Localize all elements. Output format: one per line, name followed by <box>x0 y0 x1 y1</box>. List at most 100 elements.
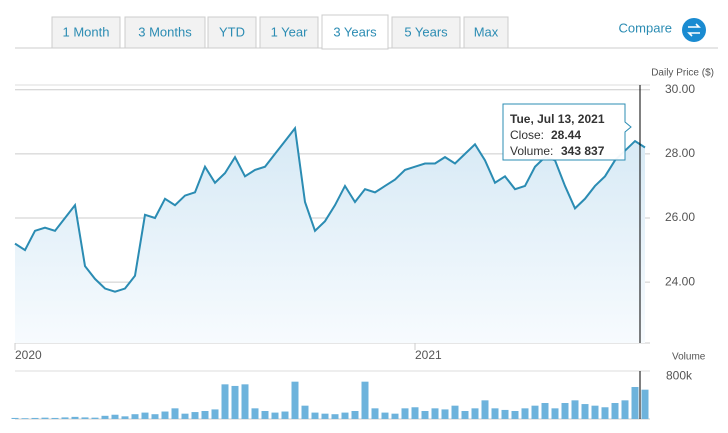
tab[interactable]: 1 Year <box>259 16 319 49</box>
volume-title: Volume <box>672 352 706 363</box>
volume-bar <box>31 417 39 419</box>
volume-bar <box>341 412 349 419</box>
volume-bar <box>91 417 99 419</box>
volume-bar <box>41 417 49 419</box>
volume-bar <box>461 411 469 419</box>
tab-box <box>124 16 206 49</box>
tooltip-volume: 343 837 <box>561 144 605 158</box>
volume-bar <box>141 412 149 419</box>
volume-bar <box>321 413 329 419</box>
tab[interactable]: Max <box>463 16 509 49</box>
volume-bar <box>481 400 489 419</box>
compare-label[interactable]: Compare <box>619 20 672 35</box>
volume-bar <box>631 387 639 419</box>
volume-bar <box>21 418 29 419</box>
volume-bar <box>291 381 299 419</box>
volume-bar <box>561 403 569 419</box>
volume-bar <box>611 403 619 419</box>
tab-label[interactable]: 1 Year <box>271 24 309 39</box>
y-axis-title: Daily Price ($) <box>651 68 714 79</box>
volume-bar <box>241 384 249 419</box>
volume-bar <box>261 411 269 419</box>
volume-bar <box>191 412 199 419</box>
compare-icon[interactable] <box>682 18 706 42</box>
volume-bar <box>441 409 449 419</box>
tooltip: Tue, Jul 13, 2021 Close: 28.44 Volume: 3… <box>502 103 632 161</box>
volume-bar <box>311 412 319 419</box>
tab-label[interactable]: 5 Years <box>404 24 448 39</box>
tooltip-close-label: Close: <box>510 128 544 142</box>
tab[interactable]: 1 Month <box>51 16 121 49</box>
volume-bar <box>581 404 589 419</box>
volume-bar <box>511 411 519 419</box>
volume-bar <box>331 414 339 419</box>
volume-bar <box>501 409 509 419</box>
y-tick-label: 28.00 <box>665 146 695 160</box>
volume-bar <box>421 411 429 419</box>
volume-bar <box>271 412 279 419</box>
volume-bar <box>251 408 259 419</box>
tab-box <box>391 16 461 49</box>
tab-label[interactable]: 3 Years <box>333 24 377 39</box>
volume-bar <box>521 408 529 419</box>
tooltip-box <box>502 103 632 161</box>
volume-bar <box>351 411 359 419</box>
volume-bar <box>531 405 539 419</box>
x-tick-label: 2021 <box>415 348 442 362</box>
y-tick-label: 30.00 <box>665 82 695 96</box>
volume-bar <box>621 400 629 419</box>
volume-bar <box>551 408 559 419</box>
price-area <box>15 128 645 343</box>
tab-box <box>463 16 509 49</box>
volume-bar <box>231 385 239 419</box>
tooltip-date: Tue, Jul 13, 2021 <box>510 112 605 126</box>
tab[interactable]: YTD <box>207 16 257 49</box>
volume-bar <box>201 411 209 419</box>
tab-label[interactable]: YTD <box>219 24 245 39</box>
volume-bar <box>361 381 369 419</box>
compare-arrows <box>687 23 701 37</box>
volume-bar <box>211 409 219 419</box>
volume-bar <box>591 405 599 419</box>
volume-bar <box>601 407 609 419</box>
volume-bar <box>371 408 379 419</box>
volume-bar <box>51 417 59 419</box>
tab-label[interactable]: 1 Month <box>63 24 110 39</box>
volume-bar <box>151 414 159 419</box>
volume-bar <box>71 416 79 419</box>
volume-bar <box>111 414 119 419</box>
tab-box <box>207 16 257 49</box>
volume-bar <box>491 408 499 419</box>
tab-box <box>321 14 389 50</box>
volume-bar <box>451 405 459 419</box>
tab-label[interactable]: Max <box>474 24 499 39</box>
tab-box <box>51 16 121 49</box>
volume-bar <box>81 417 89 419</box>
x-tick-label: 2020 <box>15 348 42 362</box>
volume-bar <box>11 417 19 419</box>
volume-bar <box>431 408 439 419</box>
volume-bar <box>131 414 139 419</box>
tab-box <box>259 16 319 49</box>
tab[interactable]: 3 Months <box>124 16 206 49</box>
volume-bar <box>641 389 649 419</box>
y-tick-label: 26.00 <box>665 210 695 224</box>
tooltip-volume-label: Volume: <box>510 144 553 158</box>
volume-bar <box>161 411 169 419</box>
volume-bar <box>101 415 109 419</box>
tab[interactable]: 5 Years <box>391 16 461 49</box>
volume-tick-label: 800k <box>666 369 693 383</box>
volume-bar <box>181 413 189 419</box>
volume-bar <box>391 413 399 419</box>
tab[interactable]: 3 Years <box>321 14 389 50</box>
volume-bar <box>381 412 389 419</box>
tooltip-close: 28.44 <box>551 128 581 142</box>
volume-bar <box>541 403 549 419</box>
volume-bar <box>571 400 579 419</box>
volume-bar <box>471 408 479 419</box>
volume-bar <box>401 408 409 419</box>
volume-bar <box>171 408 179 419</box>
tab-label[interactable]: 3 Months <box>138 24 192 39</box>
